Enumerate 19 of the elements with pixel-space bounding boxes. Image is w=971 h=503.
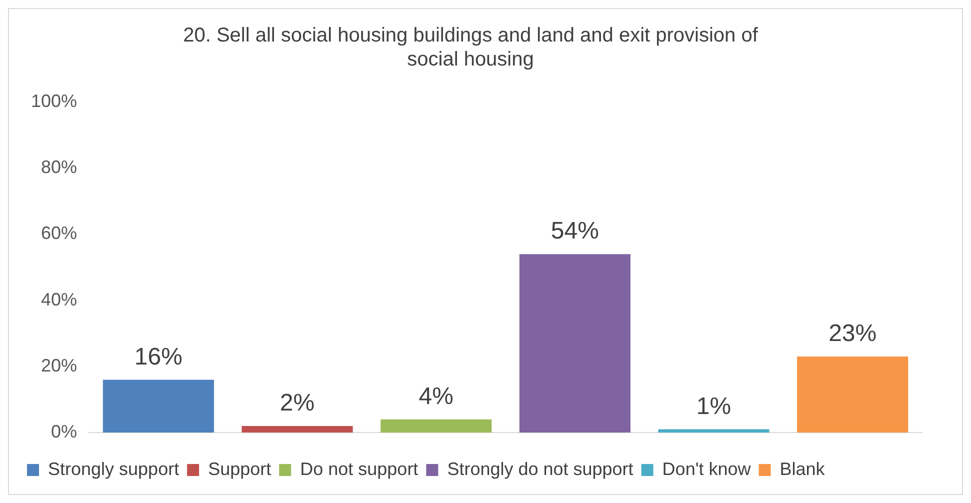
data-label: 4% xyxy=(418,383,454,410)
legend-label: Strongly support xyxy=(48,458,180,479)
y-tick-label: 80% xyxy=(41,157,78,178)
legend-label: Do not support xyxy=(300,458,418,479)
chart-title: 20. Sell all social housing buildings and land and exit provision of social housing xyxy=(183,24,758,71)
y-tick-label: 100% xyxy=(30,90,78,111)
data-label: 2% xyxy=(280,390,315,417)
legend-label: Don't know xyxy=(662,458,752,479)
legend-label: Support xyxy=(208,458,272,479)
y-tick-label: 40% xyxy=(41,289,78,310)
y-tick-label: 0% xyxy=(51,422,78,442)
data-label: 54% xyxy=(550,218,599,245)
data-label: 23% xyxy=(828,320,877,348)
y-tick-label: 60% xyxy=(41,223,78,244)
data-label: 16% xyxy=(134,343,182,370)
legend-label: Strongly do not support xyxy=(447,458,634,479)
legend-label: Blank xyxy=(780,458,826,479)
y-tick-label: 20% xyxy=(41,355,78,376)
data-label: 1% xyxy=(696,392,732,420)
